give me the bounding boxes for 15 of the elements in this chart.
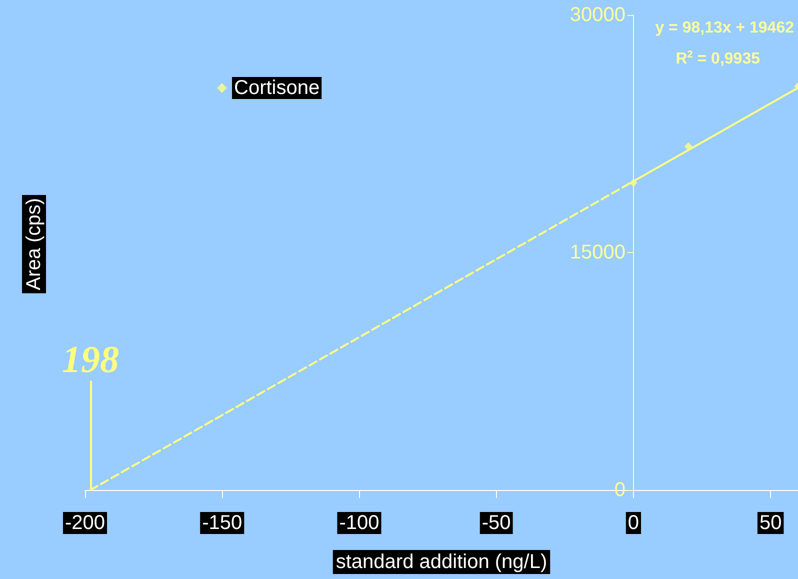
y-tick-label: 15000	[570, 242, 626, 264]
y-tick-label: 30000	[570, 4, 626, 26]
annotation: 198	[62, 339, 119, 382]
annotation: y = 98,13x + 19462	[655, 20, 794, 36]
x-tick-label: 0	[628, 512, 640, 534]
x-tick-label: -100	[339, 512, 380, 534]
x-tick-label: 50	[759, 512, 782, 534]
x-tick-label: -50	[482, 512, 511, 534]
y-axis-title: Area (cps)	[23, 198, 45, 290]
legend-label: Cortisone	[234, 77, 320, 99]
x-axis-title: standard addition (ng/L)	[336, 551, 548, 573]
point	[684, 142, 692, 150]
x-tick-label: -150	[202, 512, 242, 534]
x-tick-label: -200	[64, 512, 106, 534]
point	[629, 178, 638, 187]
